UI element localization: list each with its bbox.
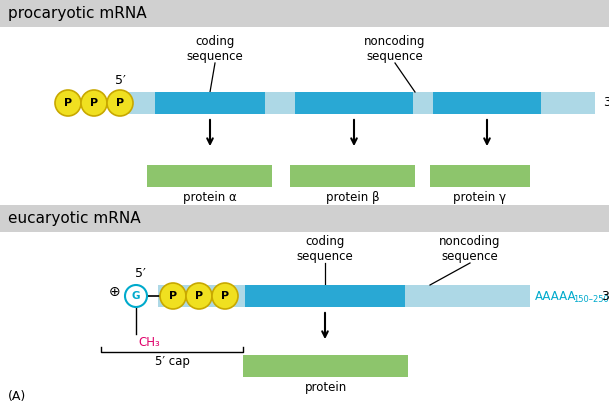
Bar <box>0 205 609 232</box>
Text: protein γ: protein γ <box>454 191 507 204</box>
Bar <box>158 285 530 307</box>
Text: 5′ cap: 5′ cap <box>155 355 189 368</box>
Circle shape <box>186 283 212 309</box>
Text: CH₃: CH₃ <box>138 336 160 349</box>
Text: protein: protein <box>304 381 347 394</box>
Circle shape <box>81 90 107 116</box>
Bar <box>155 92 265 114</box>
Text: ⊕: ⊕ <box>109 285 121 299</box>
Bar <box>115 92 595 114</box>
Bar <box>147 165 272 187</box>
Text: 5′: 5′ <box>114 74 125 87</box>
Text: coding
sequence: coding sequence <box>297 235 353 263</box>
Circle shape <box>107 90 133 116</box>
Text: protein β: protein β <box>326 191 379 204</box>
Text: noncoding
sequence: noncoding sequence <box>439 235 501 263</box>
Text: noncoding
sequence: noncoding sequence <box>364 35 426 63</box>
Circle shape <box>160 283 186 309</box>
Text: P: P <box>64 98 72 108</box>
Text: P: P <box>90 98 98 108</box>
Text: P: P <box>195 291 203 301</box>
Text: coding
sequence: coding sequence <box>186 35 244 63</box>
Circle shape <box>55 90 81 116</box>
Text: protein α: protein α <box>183 191 236 204</box>
Text: P: P <box>116 98 124 108</box>
Bar <box>433 92 541 114</box>
Text: 3′: 3′ <box>601 289 609 302</box>
Bar <box>245 285 405 307</box>
Bar <box>0 0 609 27</box>
Text: procaryotic mRNA: procaryotic mRNA <box>8 6 147 21</box>
Text: AAAAA: AAAAA <box>535 289 577 302</box>
Circle shape <box>125 285 147 307</box>
Bar <box>243 355 408 377</box>
Text: 150–250: 150–250 <box>573 295 609 303</box>
Text: eucaryotic mRNA: eucaryotic mRNA <box>8 211 141 226</box>
Bar <box>295 92 413 114</box>
Bar <box>430 165 530 187</box>
Text: P: P <box>221 291 229 301</box>
Text: P: P <box>169 291 177 301</box>
Text: 5′: 5′ <box>135 267 146 280</box>
Text: (A): (A) <box>8 390 26 403</box>
Circle shape <box>212 283 238 309</box>
Bar <box>290 165 415 187</box>
Text: 3′: 3′ <box>603 97 609 109</box>
Text: G: G <box>132 291 140 301</box>
